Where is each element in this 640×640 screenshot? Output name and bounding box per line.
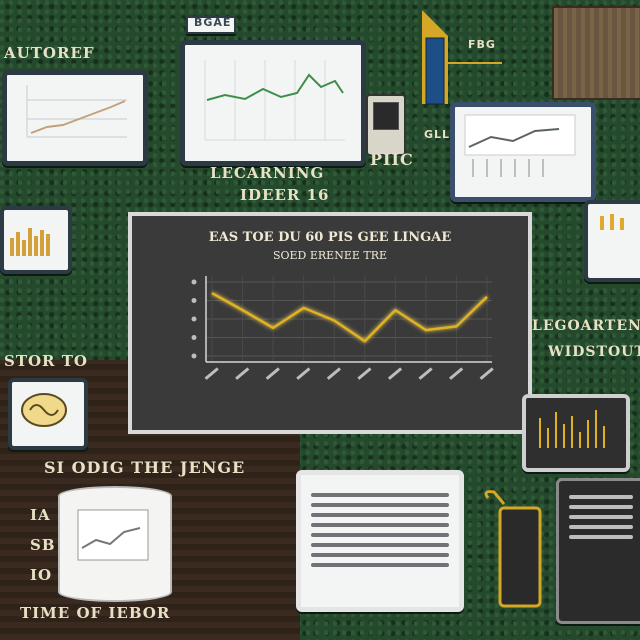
- label-bottom-left: TIME OF IEBOR: [20, 604, 171, 622]
- label-right-mid-2: WIDSTOUT: [548, 344, 640, 360]
- device-screen: [373, 102, 399, 130]
- tab-top[interactable]: BGAE: [186, 16, 236, 34]
- panel-dark-bars[interactable]: [522, 394, 630, 472]
- main-chart-title: EAS TOE DU 60 PIS GEE LINGAE: [208, 230, 452, 245]
- label-fbg: FBG: [468, 38, 496, 51]
- label-small-tag: GLL: [424, 128, 451, 141]
- dark-bar-chart-icon: [539, 410, 605, 448]
- document-line: [311, 543, 449, 547]
- document-lines: [301, 475, 459, 567]
- panel-left-bars[interactable]: [0, 206, 72, 274]
- document-line: [311, 513, 449, 517]
- x-tick-mark: [357, 367, 372, 380]
- label-left-mid: STOR TO: [4, 352, 88, 370]
- panel-right-bars[interactable]: [584, 200, 640, 282]
- x-tick-mark: [479, 367, 494, 380]
- panel-top-center-chart[interactable]: [180, 40, 366, 166]
- label-left-lower-1: IA: [30, 506, 51, 524]
- gold-tag-icon: [484, 490, 542, 608]
- x-tick-mark: [449, 367, 464, 380]
- tab-top-label: BGAE: [194, 16, 232, 29]
- green-line-chart-icon: [204, 60, 345, 141]
- x-tick-mark: [265, 367, 280, 380]
- label-left-lower-3: IO: [30, 566, 53, 584]
- y-tick-mark: [191, 353, 197, 359]
- x-tick-mark: [204, 367, 219, 380]
- panel-top-left-chart[interactable]: [2, 70, 148, 166]
- panel-document[interactable]: [296, 470, 464, 612]
- brain-icon: [21, 393, 67, 427]
- text-line: [569, 535, 633, 539]
- bar-chart-icon-right: [600, 214, 624, 230]
- label-mid-header-2: IDEER 16: [240, 186, 330, 204]
- text-line: [569, 495, 633, 499]
- main-chart-subtitle: SOED ERENEE TRE: [272, 249, 388, 262]
- label-mid-header: LECARNING: [210, 164, 325, 182]
- y-tick-mark: [191, 298, 197, 303]
- y-tick-mark: [191, 316, 197, 322]
- document-line: [311, 493, 449, 497]
- panel-ornament[interactable]: [8, 378, 88, 450]
- panel-bottom-right-text[interactable]: [556, 478, 640, 624]
- x-tick-mark: [326, 367, 341, 380]
- document-line: [311, 503, 449, 507]
- x-tick-mark: [296, 367, 311, 380]
- main-chart-svg: [191, 276, 494, 380]
- y-tick-mark: [191, 335, 197, 340]
- text-line: [569, 505, 633, 509]
- label-plc: PIIC: [370, 150, 414, 169]
- document-line: [311, 563, 449, 567]
- label-right-mid: LEGOARTENG: [532, 318, 640, 334]
- gold-flag-icon: [422, 10, 502, 105]
- text-line: [569, 515, 633, 519]
- label-bottom-header: SI ODIG THE JENGE: [44, 458, 246, 477]
- label-left-lower-2: SB: [30, 536, 56, 554]
- bar-chart-icon: [10, 228, 50, 256]
- document-line: [311, 553, 449, 557]
- mini-line-chart-icon: [26, 85, 127, 138]
- x-tick-mark: [387, 367, 403, 380]
- main-chart-panel[interactable]: EAS TOE DU 60 PIS GEE LINGAE SOED ERENEE…: [128, 212, 532, 434]
- document-line: [311, 533, 449, 537]
- series-line: [211, 292, 488, 343]
- step-chart-icon: [464, 114, 576, 177]
- jar-panel[interactable]: [58, 486, 172, 602]
- text-line: [569, 525, 633, 529]
- y-tick-mark: [191, 279, 197, 285]
- wood-panel-top-right: [552, 6, 640, 100]
- document-line: [311, 523, 449, 527]
- panel-right-top-chart[interactable]: [450, 102, 596, 202]
- x-tick-mark: [418, 367, 433, 380]
- x-tick-mark: [235, 367, 250, 380]
- jar-chart-icon: [77, 509, 149, 561]
- device-plc[interactable]: [366, 94, 406, 156]
- label-top-left: AUTOREF: [4, 44, 95, 62]
